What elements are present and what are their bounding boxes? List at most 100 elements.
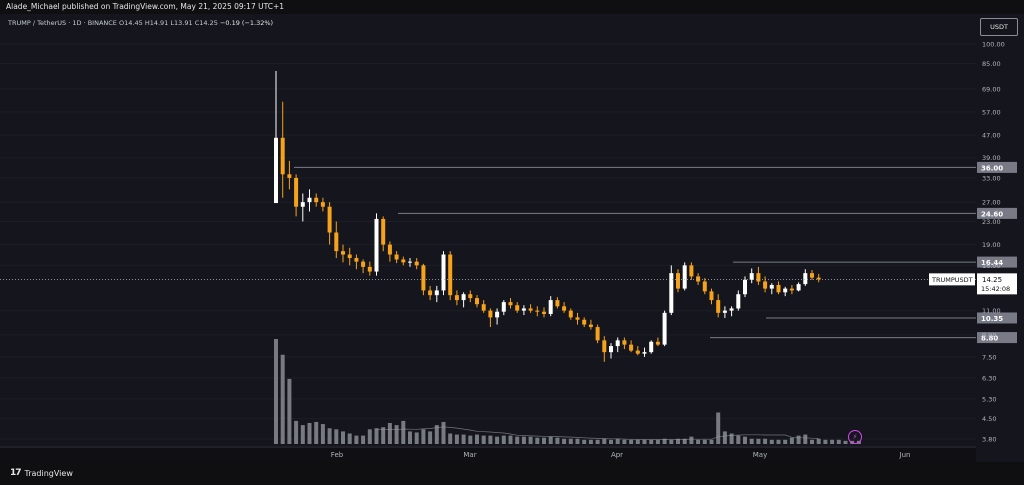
- candle-body: [716, 300, 721, 313]
- volume-bar: [320, 424, 325, 444]
- candle-body: [448, 254, 453, 296]
- countdown-timer: 15:42:08: [981, 285, 1010, 293]
- volume-bar: [629, 439, 634, 444]
- volume-bar: [381, 427, 386, 444]
- x-tick-label: Jun: [899, 451, 911, 459]
- volume-bar: [736, 435, 741, 444]
- candle-body: [421, 265, 426, 291]
- candle-body: [387, 244, 392, 255]
- volume-bar: [280, 354, 285, 444]
- volume-bar: [448, 433, 453, 444]
- level-label-bg: [977, 332, 1017, 344]
- volume-bar: [655, 439, 660, 444]
- candle-body: [394, 254, 399, 260]
- volume-bar: [300, 425, 305, 444]
- volume-bar: [354, 435, 359, 444]
- volume-bar: [307, 423, 312, 444]
- candle-body: [454, 295, 459, 301]
- candle-body: [649, 341, 654, 353]
- y-tick-label: 85.00: [982, 60, 1001, 68]
- y-tick-label: 5.30: [982, 395, 996, 403]
- ohlc-open: O14.45: [119, 19, 143, 27]
- candle-body: [709, 291, 714, 301]
- candle-body: [515, 305, 520, 311]
- candle-body: [642, 352, 647, 354]
- candle-body: [361, 261, 366, 267]
- candle-body: [341, 251, 345, 255]
- volume-bar: [595, 439, 600, 444]
- candle-body: [414, 261, 419, 266]
- x-tick-label: Apr: [611, 451, 623, 459]
- candle-body: [749, 273, 754, 280]
- y-tick-label: 7.50: [982, 353, 996, 361]
- candle-body: [682, 265, 687, 289]
- candle-body: [602, 340, 607, 353]
- volume-bar: [441, 421, 446, 444]
- candle-body: [428, 290, 433, 296]
- candle-body: [629, 344, 634, 351]
- volume-bar: [508, 435, 513, 444]
- lightning-icon[interactable]: ⚡: [848, 430, 862, 444]
- level-label: 8.80: [981, 335, 998, 343]
- volume-bar: [783, 439, 788, 444]
- candle-body: [575, 317, 580, 320]
- candle-body: [481, 304, 486, 311]
- volume-bar: [789, 437, 794, 444]
- volume-bar: [428, 431, 433, 444]
- volume-bar: [843, 440, 848, 444]
- candle-body: [756, 273, 761, 282]
- level-label-bg: [977, 207, 1017, 219]
- x-tick-label: May: [753, 451, 767, 459]
- candle-body: [776, 284, 781, 293]
- candle-body: [689, 265, 694, 277]
- price-axis[interactable]: [976, 14, 1024, 462]
- volume-bar: [836, 439, 841, 444]
- y-tick-label: 3.80: [982, 436, 996, 444]
- volume-bar: [287, 378, 292, 444]
- symbol-tag: TRUMPUSDT: [931, 276, 973, 284]
- candle-body: [662, 312, 667, 345]
- candle-body: [374, 218, 379, 272]
- volume-bar: [535, 437, 540, 444]
- y-tick-label: 33.00: [982, 174, 1001, 182]
- volume-bar: [542, 437, 546, 444]
- candle-body: [354, 258, 359, 262]
- volume-bar: [662, 438, 667, 444]
- candle-body: [810, 273, 814, 278]
- volume-bar: [334, 429, 339, 444]
- volume-bar: [374, 428, 379, 444]
- volume-bar: [548, 436, 553, 444]
- volume-bar: [421, 429, 426, 444]
- volume-bar: [622, 439, 627, 444]
- candle-body: [521, 308, 526, 311]
- candle-body: [381, 218, 386, 245]
- y-tick-label: 39.00: [982, 154, 1001, 162]
- candle-body: [729, 308, 734, 311]
- y-tick-label: 27.00: [982, 199, 1001, 207]
- candle-body: [508, 302, 513, 306]
- y-tick-label: 6.30: [982, 374, 996, 382]
- candle-body: [535, 310, 540, 312]
- volume-bar: [749, 438, 754, 444]
- volume-bar: [501, 435, 506, 444]
- candle-body: [555, 300, 560, 307]
- volume-bar: [716, 412, 721, 444]
- volume-bar: [274, 339, 278, 444]
- volume-bar: [756, 438, 761, 444]
- candle-body: [609, 346, 613, 353]
- chart-area[interactable]: [0, 14, 976, 448]
- brand[interactable]: 17 TradingView: [10, 468, 73, 478]
- volume-bar: [682, 438, 687, 444]
- candle-body: [488, 310, 493, 318]
- currency-button[interactable]: USDT: [980, 18, 1018, 36]
- volume-bar: [475, 434, 479, 444]
- volume-bar: [434, 425, 439, 444]
- candle-body: [588, 324, 593, 328]
- volume-bar: [803, 434, 808, 444]
- candle-body: [796, 284, 801, 291]
- last-price-box: [977, 273, 1017, 295]
- candle-body: [274, 137, 278, 204]
- volume-bar: [347, 433, 352, 444]
- y-tick-label: 4.50: [982, 415, 996, 423]
- candle-body: [789, 288, 794, 291]
